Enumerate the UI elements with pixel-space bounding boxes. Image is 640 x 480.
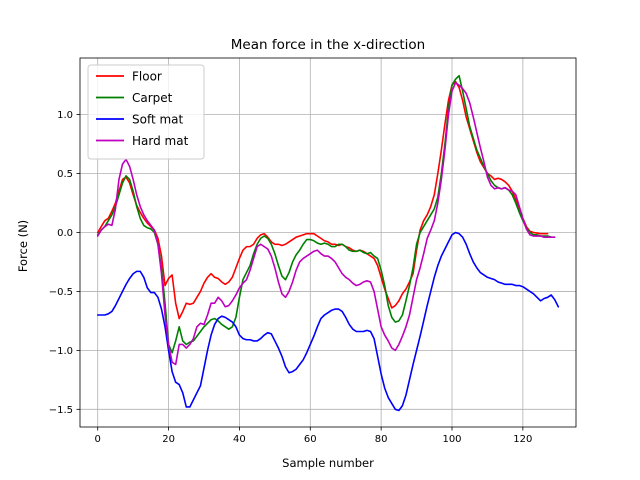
legend-box <box>87 64 205 160</box>
series-line-carpet <box>96 74 552 354</box>
x-tick-label: 60 <box>304 434 317 445</box>
legend: Floor Carpet Soft mat Hard mat <box>87 64 205 160</box>
plot-frame <box>79 57 577 428</box>
x-tick-label: 100 <box>442 434 461 445</box>
x-tick-label: 80 <box>375 434 388 445</box>
y-tick-label: −0.5 <box>49 287 73 298</box>
x-tick-label: 120 <box>513 434 532 445</box>
axes: 0 20 40 60 80 100 120 −1.5 −1.0 −0.5 0.0 0.5 1.0 <box>49 57 577 445</box>
legend-label-soft-mat: Soft mat <box>132 113 184 127</box>
x-tick-label: 20 <box>162 434 175 445</box>
legend-label-carpet: Carpet <box>132 91 173 105</box>
y-tick-label: −1.5 <box>49 405 73 416</box>
series-group <box>96 74 560 412</box>
y-axis-label: Force (N) <box>16 220 30 272</box>
chart-title: Mean force in the x-direction <box>231 37 425 53</box>
y-tick-label: −1.0 <box>49 346 73 357</box>
y-tick-label: 0.5 <box>57 169 73 180</box>
series-line-hard-mat <box>96 81 556 366</box>
y-tick-label: 0.0 <box>57 228 73 239</box>
x-tick-label: 0 <box>95 434 101 445</box>
y-tick-label: 1.0 <box>57 110 73 121</box>
legend-label-floor: Floor <box>132 70 162 84</box>
x-tick-label: 40 <box>233 434 246 445</box>
legend-label-hard-mat: Hard mat <box>132 134 189 148</box>
x-axis-label: Sample number <box>282 456 374 470</box>
series-line-soft-mat <box>96 231 560 412</box>
